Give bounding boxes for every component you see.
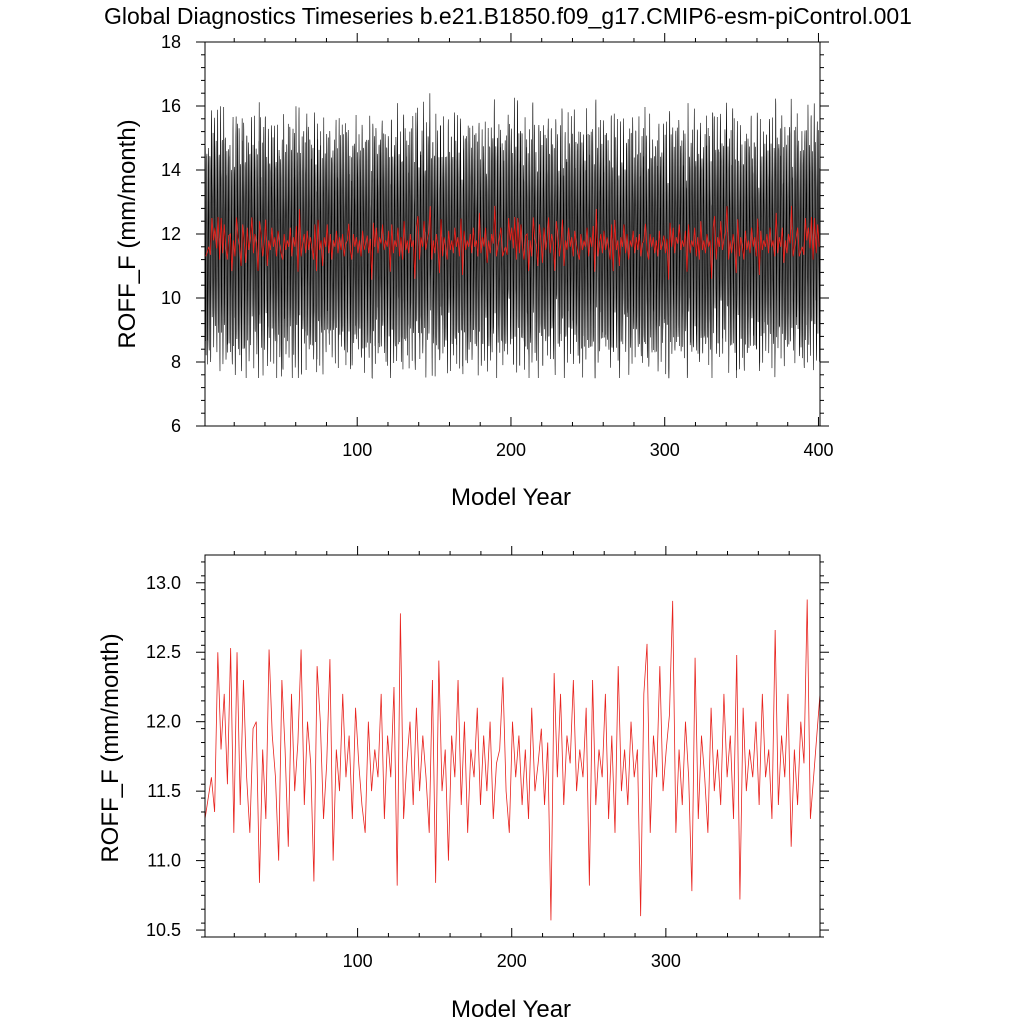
y-tick-label: 13.0 [146, 573, 181, 593]
y-tick-label: 10 [161, 288, 181, 308]
y-tick-label: 14 [161, 160, 181, 180]
bottom-panel-ticks [196, 546, 829, 938]
y-tick-label: 18 [161, 32, 181, 52]
annual-timeseries-panel: 100 200 300 10.5 11.0 11.5 12.0 12.5 13.0 Model … [97, 546, 829, 1023]
annual-overlay-line [205, 205, 820, 280]
y-tick-label: 12.0 [146, 712, 181, 732]
top-panel-y-axis-label: ROFF_F (mm/month) [114, 119, 141, 348]
x-tick-label: 200 [496, 440, 526, 460]
x-tick-label: 100 [343, 951, 373, 971]
top-panel-series [204, 93, 821, 380]
y-tick-label: 11.0 [147, 851, 181, 871]
monthly-timeseries-panel: 100 200 300 400 6 8 10 12 14 16 18 Model Year ROFF… [114, 32, 833, 511]
y-tick-label: 12 [161, 224, 181, 244]
chart-title: Global Diagnostics Timeseries b.e21.B185… [104, 3, 912, 29]
y-tick-label: 12.5 [146, 642, 181, 662]
x-tick-label: 200 [497, 951, 527, 971]
x-tick-label: 100 [342, 440, 372, 460]
x-tick-label: 300 [650, 440, 680, 460]
y-tick-label: 8 [171, 352, 181, 372]
y-tick-label: 10.5 [146, 920, 181, 940]
y-tick-label: 16 [161, 96, 181, 116]
y-tick-label: 11.5 [147, 781, 181, 801]
top-panel-ticks [196, 33, 829, 427]
x-tick-label: 400 [803, 440, 833, 460]
top-panel-tick-labels: 100 200 300 400 6 8 10 12 14 16 18 [161, 32, 834, 460]
bottom-panel-series [204, 599, 821, 921]
top-panel-frame [204, 41, 821, 427]
top-panel-x-axis-label: Model Year [451, 484, 571, 511]
x-tick-label: 300 [651, 951, 681, 971]
bottom-panel-tick-labels: 100 200 300 10.5 11.0 11.5 12.0 12.5 13.0 [146, 573, 681, 971]
bottom-panel-y-axis-label: ROFF_F (mm/month) [97, 633, 124, 862]
y-tick-label: 6 [171, 416, 181, 436]
bottom-panel-frame [204, 554, 821, 938]
annual-series-line [204, 599, 821, 921]
bottom-panel-x-axis-label: Model Year [451, 996, 571, 1023]
